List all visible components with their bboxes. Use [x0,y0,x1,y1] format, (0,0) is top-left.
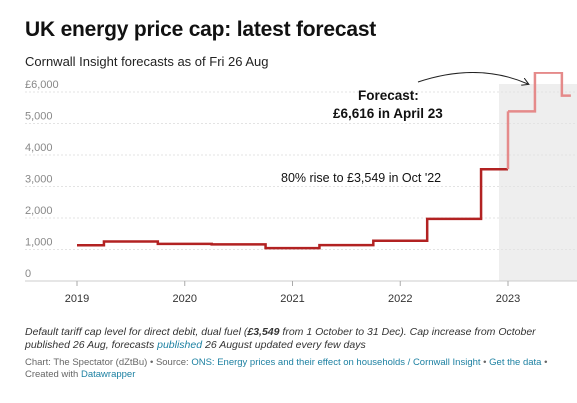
step-line-chart: £6,000 5,000 4,000 3,000 2,000 1,000 0 2019 202… [25,72,577,305]
source-link[interactable]: ONS: Energy prices and their effect on h… [191,357,481,368]
chart-note: Default tariff cap level for direct debi… [25,326,560,352]
forecast-region [499,84,577,281]
x-tick-label: 2022 [388,293,412,305]
credit-chart: Chart: The Spectator (dZtBu) [25,357,148,368]
credit-created-with: Created with [25,369,81,380]
chart-credits: Chart: The Spectator (dZtBu) • Source: O… [25,357,565,381]
note-text-1: Default tariff cap level for direct debi… [25,326,248,338]
y-tick-label: 4,000 [25,142,53,154]
forecast-annotation-line2: £6,616 in April 23 [333,106,443,121]
x-tick-label: 2023 [496,293,520,305]
note-bold-value: £3,549 [247,326,280,338]
y-tick-label: 3,000 [25,174,53,186]
rise-annotation: 80% rise to £3,549 in Oct '22 [281,171,441,185]
x-tick-label: 2021 [280,293,304,305]
x-tick-label: 2019 [65,293,89,305]
note-text-2: from 1 October to 31 Dec). Cap increase … [25,326,536,351]
chart-subtitle: Cornwall Insight forecasts as of Fri 26 … [25,54,269,69]
credit-sep-2: • [480,357,490,368]
y-tick-label: 1,000 [25,237,53,249]
y-tick-label: 5,000 [25,111,53,123]
credit-sep-3: • [541,357,548,368]
forecast-arrow [417,72,528,84]
actual-series-line [77,167,508,250]
get-the-data-link[interactable]: Get the data [489,357,542,368]
y-tick-label: 2,000 [25,205,53,217]
y-tick-label: 0 [25,268,31,280]
y-tick-label: £6,000 [25,79,59,91]
credit-sep-1: • [147,357,156,368]
x-tick-label: 2020 [173,293,197,305]
note-published-link[interactable]: published [157,339,203,351]
credit-source-label: Source: [155,357,192,368]
datawrapper-link[interactable]: Datawrapper [80,369,136,380]
forecast-series-line [508,72,571,113]
chart-title: UK energy price cap: latest forecast [25,18,377,41]
note-text-3: 26 August updated every few days [202,339,366,351]
forecast-annotation-line1: Forecast: [358,88,419,103]
